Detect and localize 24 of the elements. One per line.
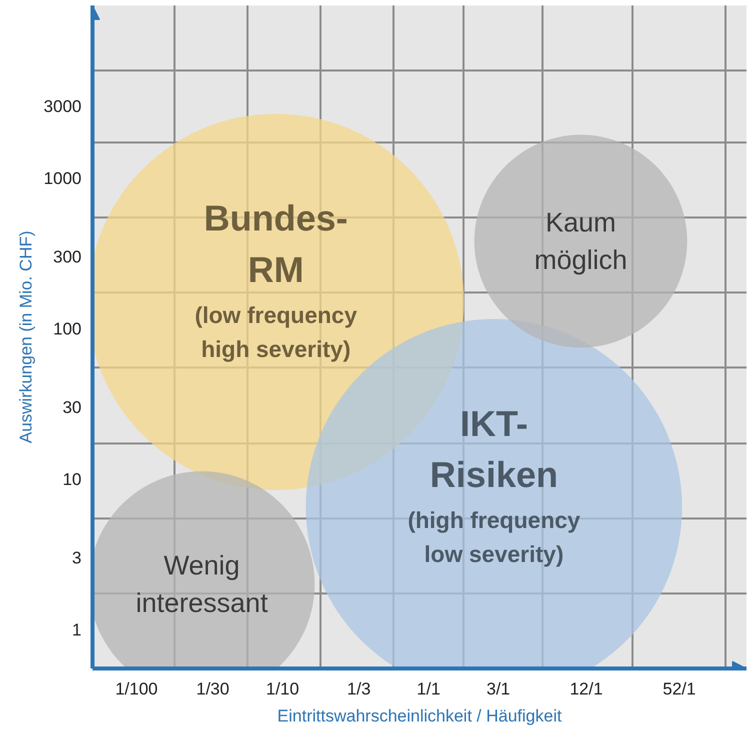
y-tick-label: 1	[72, 620, 82, 640]
series-label: Kaum möglich	[534, 207, 628, 275]
y-tick-label: 3000	[44, 97, 82, 116]
y-tick-label: 300	[53, 248, 82, 267]
x-tick-label: 1/10	[266, 680, 300, 698]
y-axis-title: Auswirkungen (in Mio. CHF)	[16, 230, 36, 444]
x-tick-label: 1/1	[416, 680, 440, 698]
x-axis-title: Eintrittswahrscheinlichkeit / Häufigkeit	[277, 706, 562, 726]
series-label: Bundes- RM	[204, 198, 348, 290]
x-tick-label: 3/1	[486, 680, 510, 698]
x-tick-label: 52/1	[662, 680, 696, 698]
series-label: IKT- Risiken	[430, 402, 558, 496]
x-tick-label: 1/30	[196, 680, 230, 698]
y-tick-label: 10	[62, 470, 82, 489]
y-tick-label: 1000	[44, 168, 82, 188]
x-tick-label: 12/1	[570, 680, 603, 698]
x-tick-label: 1/100	[115, 680, 158, 698]
y-tick-label: 3	[72, 548, 82, 568]
annotation: (high frequency low severity)	[408, 507, 580, 567]
y-tick-label: 100	[53, 319, 82, 338]
annotation: (low frequency high severity)	[194, 302, 358, 362]
series-label: Wenig interessant	[136, 550, 268, 618]
x-tick-label: 1/3	[347, 680, 371, 698]
y-tick-label: 30	[62, 398, 82, 418]
